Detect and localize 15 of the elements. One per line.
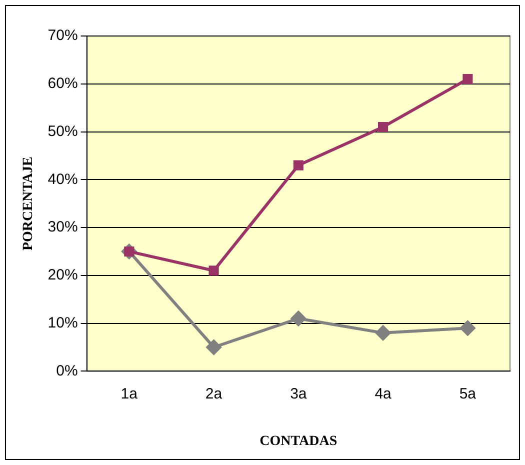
x-tick-label: 4a [374,385,392,402]
x-axis-title: CONTADAS [260,434,338,450]
y-axis-title: PORCENTAJE [21,156,36,251]
x-tick-label: 2a [205,385,223,402]
y-tick-label: 50% [48,122,78,140]
y-tick-label: 30% [48,218,78,236]
x-tick-label: 5a [459,385,477,402]
x-tick-label: 1a [120,385,138,402]
y-tick-label: 60% [48,75,78,92]
y-tick-label: 20% [48,266,78,284]
y-tick-label: 40% [48,170,78,188]
x-tick-label: 3a [290,385,308,402]
y-tick-label: 0% [56,362,78,380]
y-tick-label: 10% [48,314,78,332]
y-tick-label: 70% [48,27,78,44]
